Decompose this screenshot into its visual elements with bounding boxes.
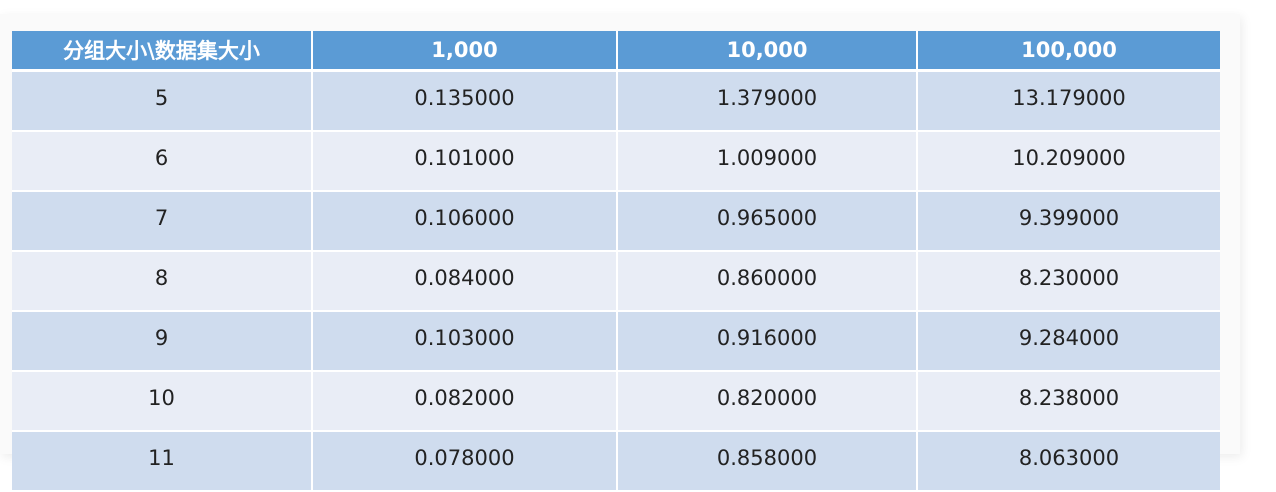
value-cell: 0.858000 xyxy=(618,432,918,492)
value-cell: 13.179000 xyxy=(918,72,1220,132)
header-dataset-100000: 100,000 xyxy=(918,31,1220,72)
group-size-cell: 8 xyxy=(12,252,313,312)
value-cell: 0.103000 xyxy=(313,312,618,372)
header-group-size-vs-dataset-size: 分组大小\数据集大小 xyxy=(12,31,313,72)
value-cell: 0.860000 xyxy=(618,252,918,312)
group-size-cell: 6 xyxy=(12,132,313,192)
value-cell: 0.106000 xyxy=(313,192,618,252)
group-size-cell: 10 xyxy=(12,372,313,432)
value-cell: 10.209000 xyxy=(918,132,1220,192)
group-size-cell: 7 xyxy=(12,192,313,252)
value-cell: 8.063000 xyxy=(918,432,1220,492)
value-cell: 0.820000 xyxy=(618,372,918,432)
value-cell: 0.078000 xyxy=(313,432,618,492)
value-cell: 1.009000 xyxy=(618,132,918,192)
table-row: 5 0.135000 1.379000 13.179000 xyxy=(12,72,1220,132)
results-table: 分组大小\数据集大小 1,000 10,000 100,000 5 0.1350… xyxy=(12,31,1220,492)
table-header-row: 分组大小\数据集大小 1,000 10,000 100,000 xyxy=(12,31,1220,72)
group-size-cell: 11 xyxy=(12,432,313,492)
header-dataset-10000: 10,000 xyxy=(618,31,918,72)
table-row: 10 0.082000 0.820000 8.238000 xyxy=(12,372,1220,432)
slide: 分组大小\数据集大小 1,000 10,000 100,000 5 0.1350… xyxy=(0,14,1240,492)
group-size-cell: 9 xyxy=(12,312,313,372)
value-cell: 0.084000 xyxy=(313,252,618,312)
value-cell: 0.082000 xyxy=(313,372,618,432)
table-row: 11 0.078000 0.858000 8.063000 xyxy=(12,432,1220,492)
value-cell: 0.101000 xyxy=(313,132,618,192)
value-cell: 8.230000 xyxy=(918,252,1220,312)
value-cell: 0.965000 xyxy=(618,192,918,252)
table-row: 9 0.103000 0.916000 9.284000 xyxy=(12,312,1220,372)
value-cell: 0.135000 xyxy=(313,72,618,132)
value-cell: 8.238000 xyxy=(918,372,1220,432)
table-row: 7 0.106000 0.965000 9.399000 xyxy=(12,192,1220,252)
results-table-container: 分组大小\数据集大小 1,000 10,000 100,000 5 0.1350… xyxy=(12,31,1220,492)
value-cell: 9.399000 xyxy=(918,192,1220,252)
table-row: 8 0.084000 0.860000 8.230000 xyxy=(12,252,1220,312)
table-row: 6 0.101000 1.009000 10.209000 xyxy=(12,132,1220,192)
value-cell: 1.379000 xyxy=(618,72,918,132)
value-cell: 9.284000 xyxy=(918,312,1220,372)
value-cell: 0.916000 xyxy=(618,312,918,372)
header-dataset-1000: 1,000 xyxy=(313,31,618,72)
group-size-cell: 5 xyxy=(12,72,313,132)
